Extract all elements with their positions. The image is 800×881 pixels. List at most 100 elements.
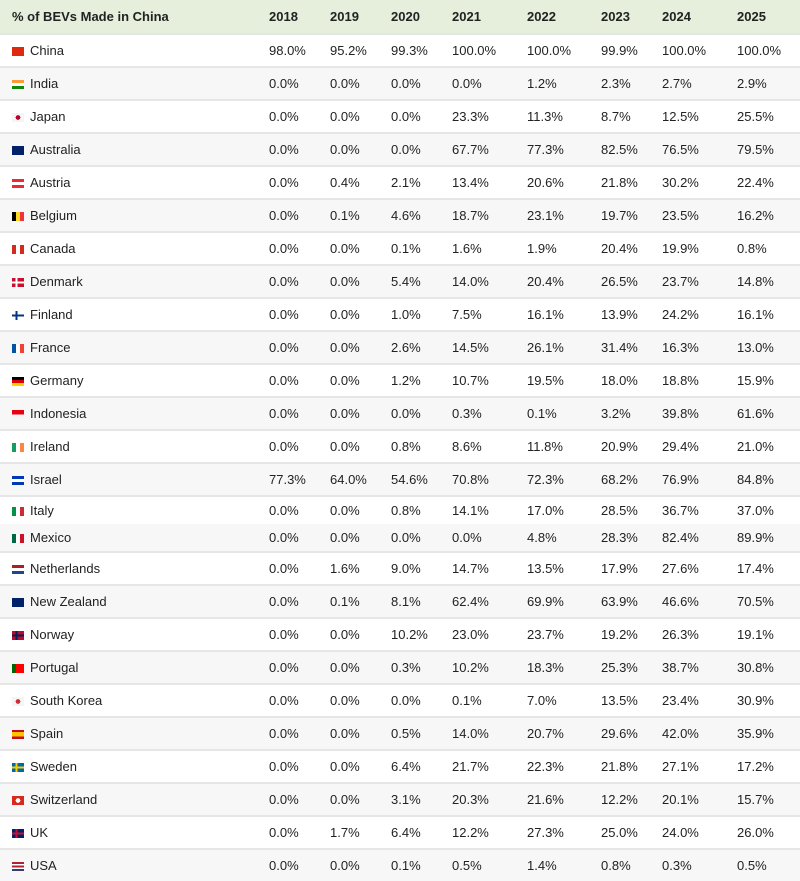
country-name: USA [30, 858, 57, 873]
value-cell-2019: 0.0% [330, 495, 391, 524]
value-cell-2025: 100.0% [737, 33, 800, 67]
table-row: Italy 0.0% 0.0% 0.8% 14.1% 17.0% 28.5% 36.7% 37.… [0, 495, 800, 524]
value-cell-2025: 35.9% [737, 716, 800, 750]
value-cell-2025: 25.5% [737, 99, 800, 133]
value-cell-2023: 17.9% [601, 551, 662, 585]
value-cell-2019: 0.0% [330, 99, 391, 133]
value-cell-2019: 0.0% [330, 363, 391, 397]
value-cell-2022: 19.5% [527, 363, 601, 397]
value-cell-2025: 22.4% [737, 165, 800, 199]
table-row: Austria 0.0% 0.4% 2.1% 13.4% 20.6% 21.8% 30.2% 2… [0, 165, 800, 199]
value-cell-2022: 16.1% [527, 297, 601, 331]
table-title: % of BEVs Made in China [0, 0, 269, 34]
value-cell-2022: 1.2% [527, 66, 601, 100]
value-cell-2024: 46.6% [662, 584, 737, 618]
country-cell: Finland [0, 297, 269, 331]
value-cell-2021: 7.5% [452, 297, 527, 331]
flag-icon-sweden [12, 763, 24, 772]
value-cell-2022: 20.6% [527, 165, 601, 199]
value-cell-2020: 2.6% [391, 330, 452, 364]
value-cell-2019: 1.6% [330, 551, 391, 585]
value-cell-2022: 1.9% [527, 231, 601, 265]
value-cell-2019: 0.0% [330, 848, 391, 881]
country-name: Israel [30, 472, 62, 487]
value-cell-2021: 14.0% [452, 264, 527, 298]
country-name: Belgium [30, 208, 77, 223]
value-cell-2020: 0.0% [391, 99, 452, 133]
value-cell-2020: 4.6% [391, 198, 452, 232]
value-cell-2018: 0.0% [269, 650, 330, 684]
value-cell-2024: 23.5% [662, 198, 737, 232]
country-cell: China [0, 33, 269, 67]
flag-icon-india [12, 80, 24, 89]
value-cell-2022: 22.3% [527, 749, 601, 783]
value-cell-2022: 7.0% [527, 683, 601, 717]
value-cell-2018: 98.0% [269, 33, 330, 67]
value-cell-2024: 24.2% [662, 297, 737, 331]
value-cell-2025: 79.5% [737, 132, 800, 166]
value-cell-2025: 16.1% [737, 297, 800, 331]
value-cell-2021: 23.0% [452, 617, 527, 651]
value-cell-2024: 39.8% [662, 396, 737, 430]
value-cell-2025: 21.0% [737, 429, 800, 463]
value-cell-2018: 0.0% [269, 264, 330, 298]
value-cell-2020: 0.0% [391, 524, 452, 552]
value-cell-2024: 30.2% [662, 165, 737, 199]
value-cell-2024: 19.9% [662, 231, 737, 265]
value-cell-2023: 28.5% [601, 495, 662, 524]
flag-icon-china [12, 47, 24, 56]
value-cell-2022: 4.8% [527, 524, 601, 552]
country-name: France [30, 340, 71, 355]
value-cell-2019: 0.0% [330, 66, 391, 100]
value-cell-2018: 0.0% [269, 363, 330, 397]
country-name: India [30, 76, 59, 91]
value-cell-2023: 12.2% [601, 782, 662, 816]
value-cell-2021: 1.6% [452, 231, 527, 265]
value-cell-2022: 100.0% [527, 33, 601, 67]
value-cell-2020: 6.4% [391, 749, 452, 783]
value-cell-2018: 0.0% [269, 848, 330, 881]
value-cell-2021: 10.2% [452, 650, 527, 684]
value-cell-2021: 14.7% [452, 551, 527, 585]
flag-icon-ireland [12, 443, 24, 452]
value-cell-2024: 16.3% [662, 330, 737, 364]
value-cell-2018: 0.0% [269, 198, 330, 232]
value-cell-2018: 0.0% [269, 495, 330, 524]
value-cell-2020: 0.5% [391, 716, 452, 750]
value-cell-2025: 14.8% [737, 264, 800, 298]
country-cell: Denmark [0, 264, 269, 298]
value-cell-2025: 89.9% [737, 524, 800, 552]
column-header-2020: 2020 [391, 0, 452, 34]
value-cell-2022: 69.9% [527, 584, 601, 618]
flag-icon-belgium [12, 212, 24, 221]
country-cell: UK [0, 815, 269, 849]
value-cell-2025: 26.0% [737, 815, 800, 849]
value-cell-2024: 20.1% [662, 782, 737, 816]
value-cell-2019: 0.0% [330, 264, 391, 298]
country-name: Switzerland [30, 792, 98, 807]
value-cell-2025: 2.9% [737, 66, 800, 100]
table-row: Belgium 0.0% 0.1% 4.6% 18.7% 23.1% 19.7% 23.5% 1… [0, 198, 800, 232]
value-cell-2025: 30.8% [737, 650, 800, 684]
value-cell-2018: 0.0% [269, 749, 330, 783]
country-cell: Spain [0, 716, 269, 750]
value-cell-2019: 0.0% [330, 297, 391, 331]
value-cell-2025: 0.5% [737, 848, 800, 881]
value-cell-2024: 24.0% [662, 815, 737, 849]
value-cell-2018: 0.0% [269, 330, 330, 364]
country-cell: Canada [0, 231, 269, 265]
value-cell-2022: 23.7% [527, 617, 601, 651]
flag-icon-japan [12, 113, 24, 122]
table-row: Denmark 0.0% 0.0% 5.4% 14.0% 20.4% 26.5% 23.7% 1… [0, 264, 800, 298]
value-cell-2021: 0.0% [452, 66, 527, 100]
flag-icon-new-zealand [12, 598, 24, 607]
flag-icon-uk [12, 829, 24, 838]
flag-icon-italy [12, 507, 24, 516]
flag-icon-netherlands [12, 565, 24, 574]
value-cell-2021: 100.0% [452, 33, 527, 67]
country-cell: Indonesia [0, 396, 269, 430]
column-header-2025: 2025 [737, 0, 800, 34]
value-cell-2023: 21.8% [601, 165, 662, 199]
value-cell-2018: 77.3% [269, 462, 330, 496]
value-cell-2024: 2.7% [662, 66, 737, 100]
